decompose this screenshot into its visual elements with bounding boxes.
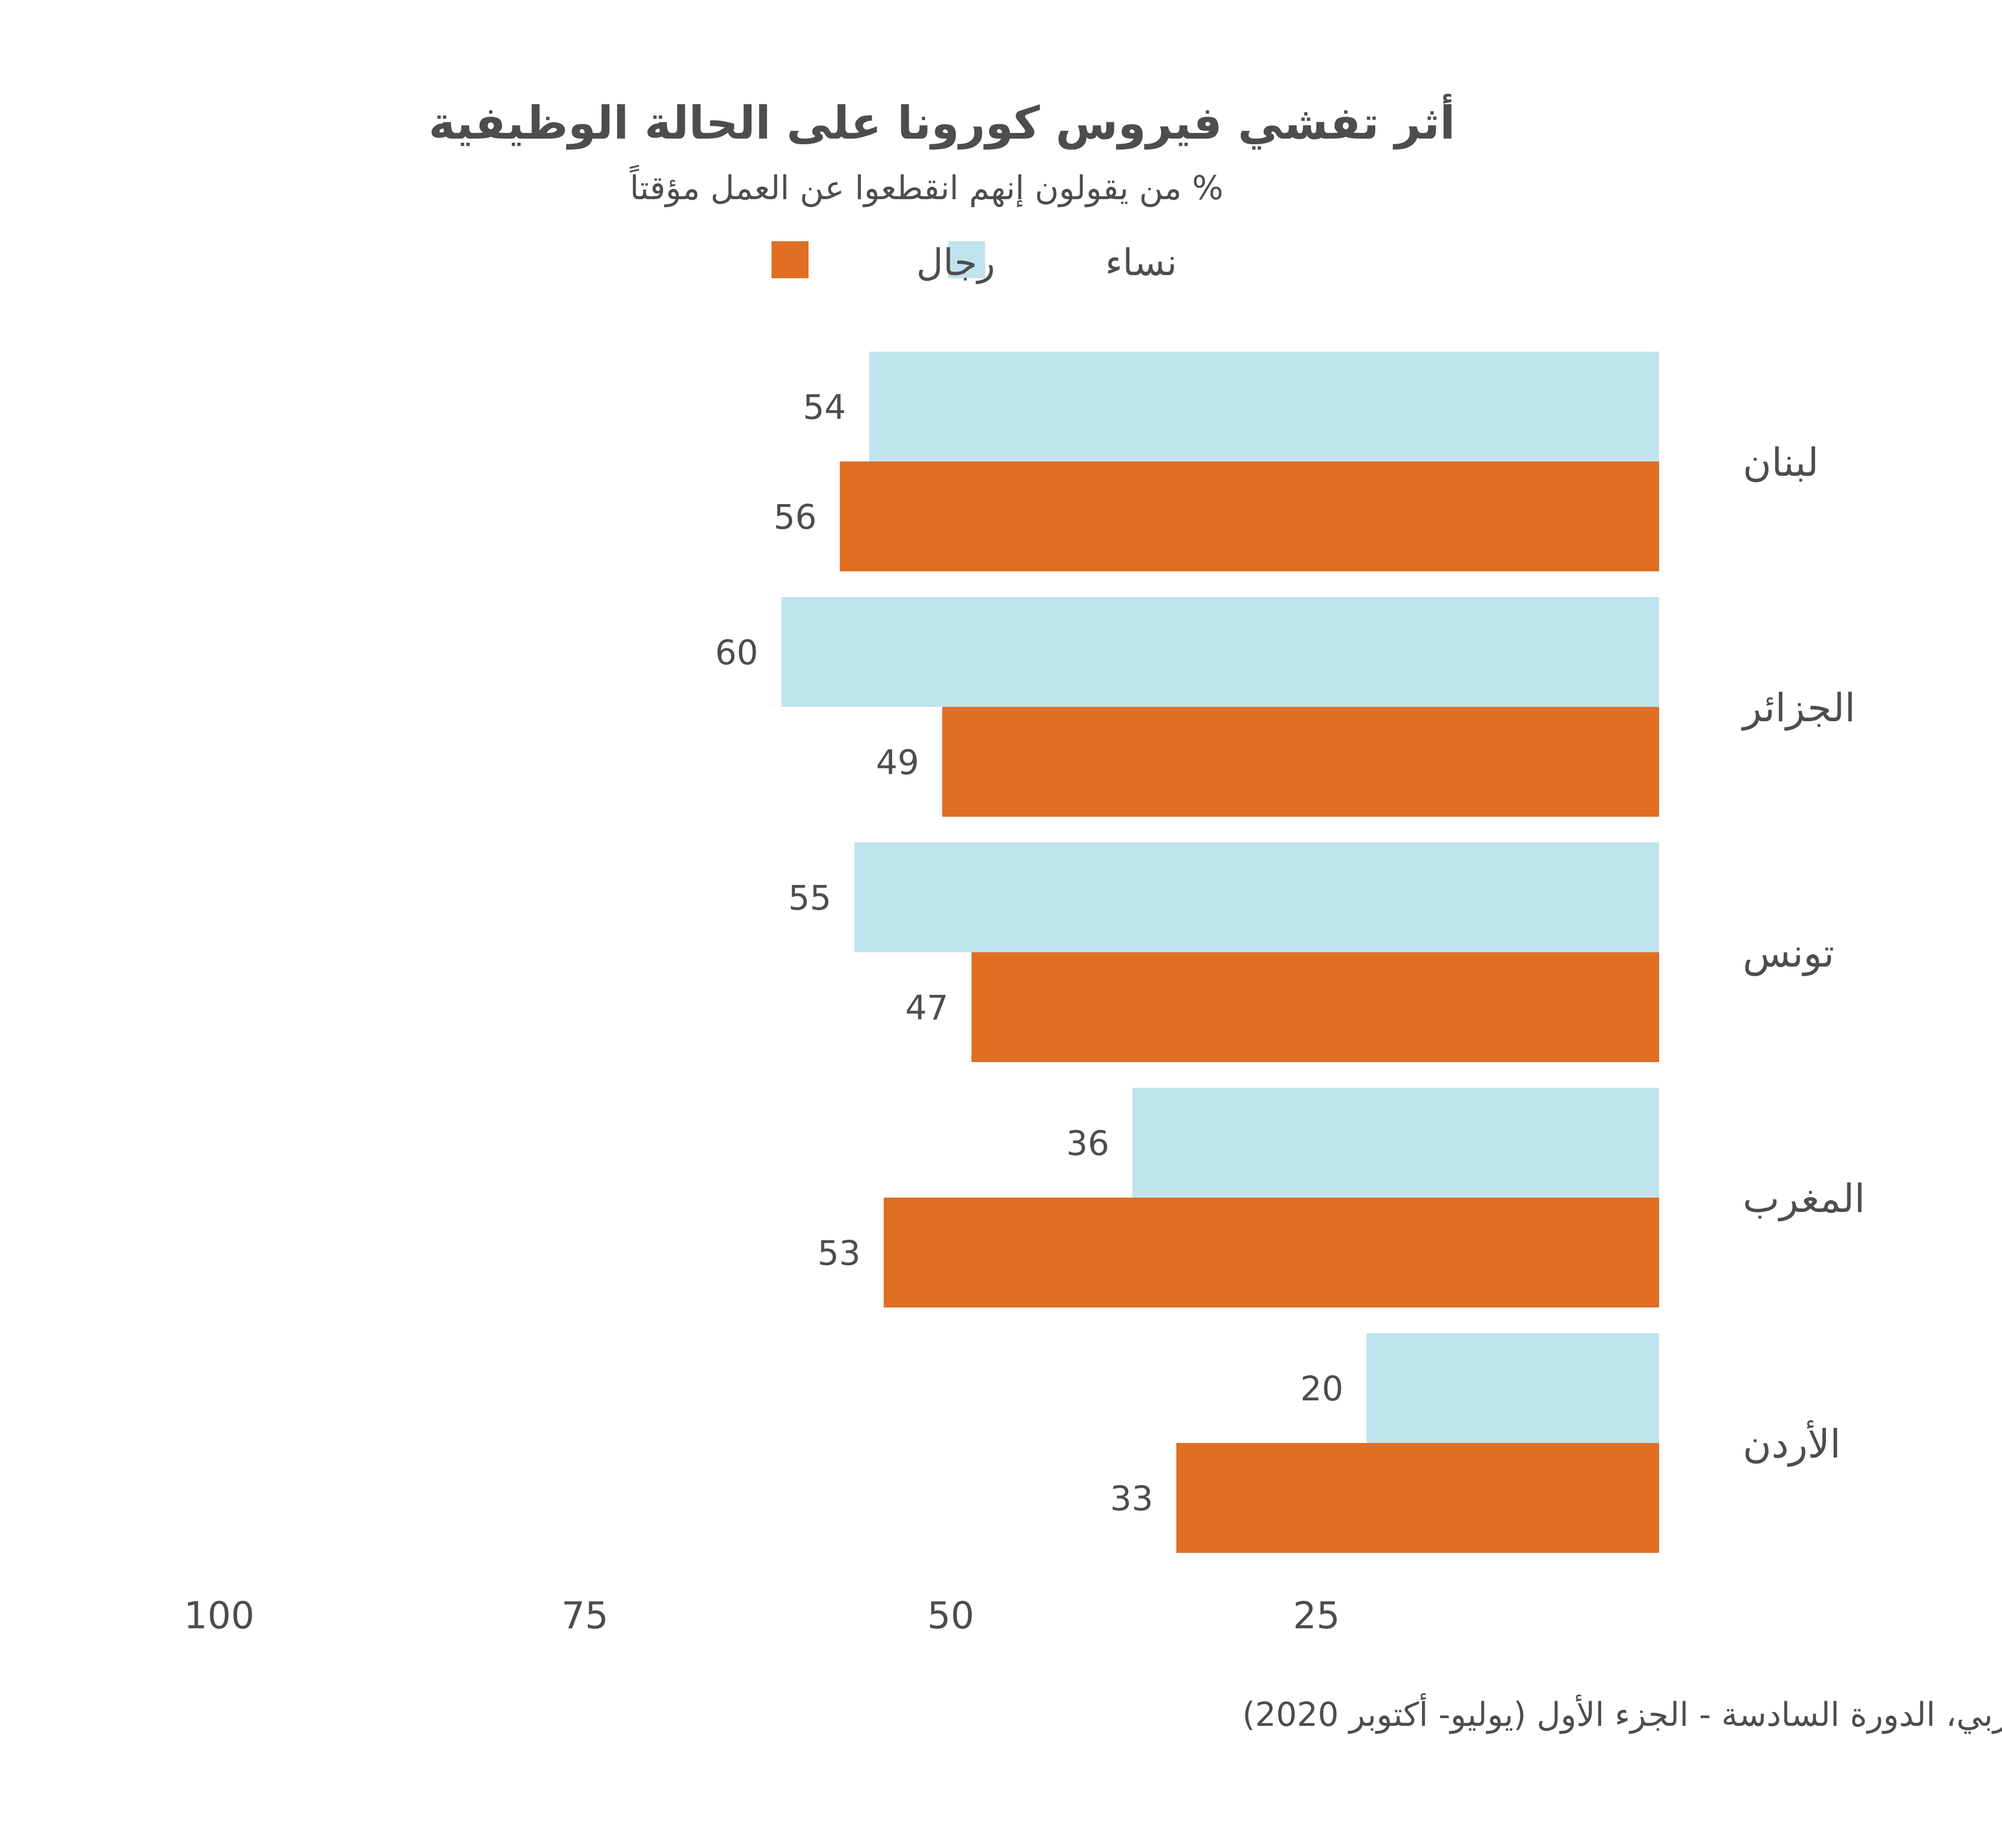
bar-men-1 [840,461,1659,571]
x-tick-label-2: 75 [562,1594,609,1637]
bars [781,352,1659,1553]
bar-men-3 [971,952,1659,1062]
bar-women-2 [781,597,1659,707]
bar-men-2 [942,707,1659,817]
x-axis-ticks: 100 75 50 25 [184,1594,1340,1637]
bar-women-4 [1132,1088,1659,1198]
x-tick-label-1: 100 [184,1594,254,1637]
legend-swatch-men [772,241,808,278]
category-label-1: لبنان [1743,439,1819,485]
bar-women-1 [869,352,1659,461]
legend-label-women: نساء [1105,241,1177,284]
category-label-3: تونس [1743,930,1834,976]
category-label-2: الجزائر [1741,685,1855,731]
value-label-women-2: 60 [715,633,758,672]
value-label-men-1: 56 [774,497,817,537]
value-labels: 54 56 60 49 55 47 36 53 20 33 [715,388,1343,1518]
value-label-men-2: 49 [876,743,919,782]
value-label-women-4: 36 [1066,1124,1109,1163]
value-label-men-4: 53 [818,1234,861,1273]
category-label-5: الأردن [1743,1420,1841,1467]
chart-subtitle: % من يقولون إنهم انقطعوا عن العمل مؤقتاً [629,165,1223,207]
bar-women-5 [1366,1333,1659,1443]
x-tick-label-3: 50 [927,1594,974,1637]
value-label-men-3: 47 [906,988,949,1028]
bar-men-4 [883,1198,1659,1307]
value-label-women-5: 20 [1300,1369,1343,1409]
bar-men-5 [1176,1443,1659,1553]
legend-swatch-women [948,241,985,278]
source-note: الباروميتر العربي، الدورة السادسة - الجز… [1242,1693,2002,1734]
value-label-women-3: 55 [788,878,832,918]
legend: نساء رجال [772,241,1177,284]
x-tick-label-4: 25 [1293,1594,1340,1637]
category-labels: لبنان الجزائر تونس المغرب الأردن [1741,439,1865,1467]
category-label-4: المغرب [1743,1176,1865,1222]
value-label-men-5: 33 [1110,1479,1153,1518]
value-label-women-1: 54 [803,388,846,427]
chart-title: أثر تفشي فيروس كورونا على الحالة الوظيفي… [429,93,1455,150]
legend-label-men: رجال [916,241,995,284]
bar-women-3 [854,842,1659,952]
